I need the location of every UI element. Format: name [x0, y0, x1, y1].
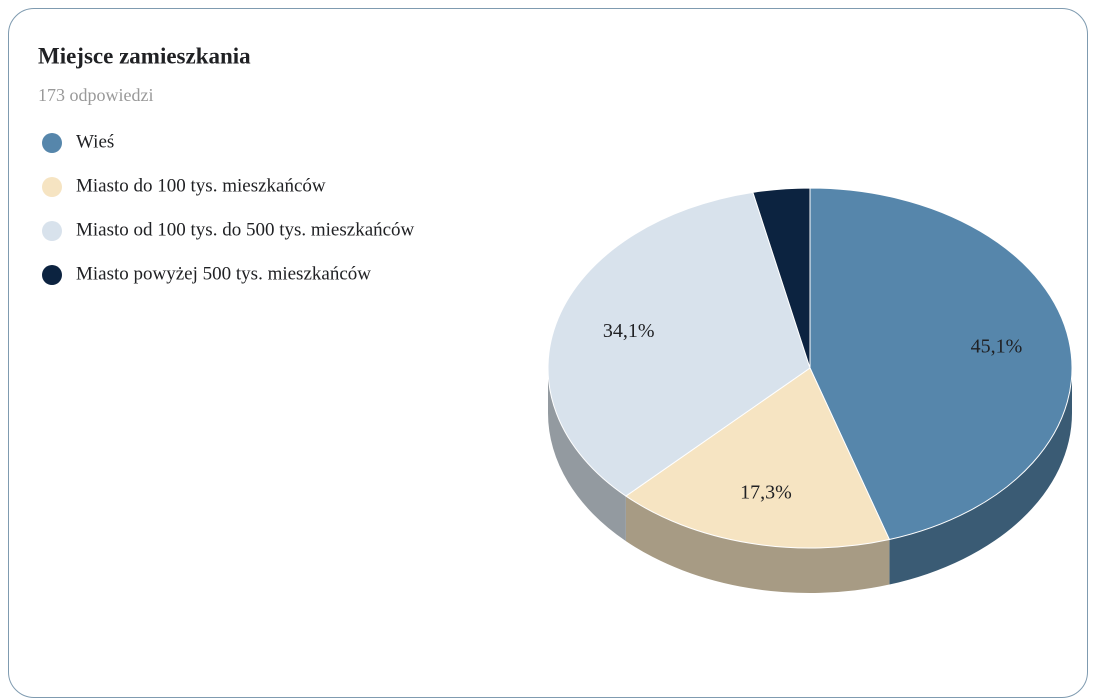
pie-slice: [752, 187, 811, 369]
pie-slice: [809, 187, 1073, 541]
pie-side: [889, 368, 1072, 585]
chart: Miejsce zamieszkania 173 odpowiedzi Wieś…: [38, 43, 1073, 593]
page: {"chart_data": {"type": "pie3d", "title"…: [8, 8, 1088, 698]
slice-label: 45,1%: [971, 336, 1023, 358]
legend-label: Miasto od 100 tys. do 500 tys. mieszkańc…: [76, 219, 415, 240]
legend-swatch: [42, 177, 62, 197]
legend-swatch: [42, 221, 62, 241]
slice-label: 17,3%: [740, 482, 792, 504]
legend-label: Wieś: [76, 131, 114, 152]
legend-swatch: [42, 265, 62, 285]
pie-side: [548, 368, 626, 542]
pie-slice: [547, 191, 811, 497]
legend-label: Miasto do 100 tys. mieszkańców: [76, 175, 326, 196]
slice-label: 34,1%: [603, 320, 655, 342]
chart-title: Miejsce zamieszkania: [38, 43, 251, 68]
legend-swatch: [42, 133, 62, 153]
pie-slice: [625, 367, 891, 549]
legend-label: Miasto powyżej 500 tys. mieszkańców: [76, 263, 371, 284]
chart-subtitle: 173 odpowiedzi: [38, 85, 153, 105]
